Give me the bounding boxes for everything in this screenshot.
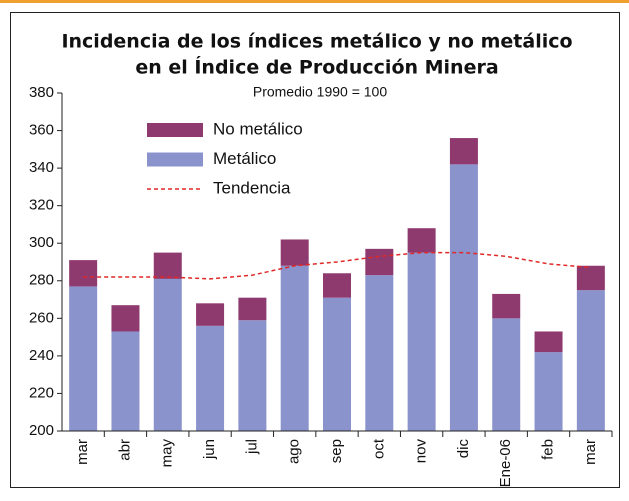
y-tick-label: 380 [29,84,54,101]
chart-subtitle: Promedio 1990 = 100 [253,84,387,100]
x-tick-label: jul [243,439,260,455]
x-tick-label: oct [370,438,387,459]
bar [196,325,225,431]
y-tick-label: 360 [29,122,54,139]
bar [69,260,98,287]
y-tick-label: 340 [29,159,54,176]
bar [407,252,436,431]
y-tick-label: 280 [29,272,54,289]
bar [280,265,309,431]
bar [238,297,267,321]
legend-label: No metálico [213,119,303,138]
bar [492,293,521,319]
bar [69,286,98,431]
x-tick-label: feb [540,439,557,460]
legend-swatch [147,152,203,167]
bar [280,239,309,266]
chart-title: en el Índice de Producción Minera [135,56,498,79]
bar [196,303,225,326]
bar [153,252,182,279]
bar [365,275,394,431]
bar [323,273,351,298]
bar [534,331,563,353]
bar [492,318,521,431]
x-tick-label: abr [116,439,133,461]
x-tick-label: dic [455,439,472,459]
y-tick-label: 240 [29,347,54,364]
bar [576,265,605,291]
y-tick-label: 320 [29,197,54,214]
top-stripe [0,0,629,3]
chart-title: Incidencia de los índices metálico y no … [61,31,572,53]
x-tick-label: may [159,439,176,468]
bar [449,138,478,165]
x-tick-label: mar [582,439,599,465]
x-tick-label: mar [74,439,91,465]
x-tick-label: ago [286,439,303,464]
bar [153,278,182,431]
bar [576,290,605,431]
bar [323,297,351,431]
bar [238,320,267,431]
bar [534,352,563,431]
y-tick-label: 220 [29,384,54,401]
bar [111,331,140,431]
x-tick-label: nov [413,439,430,464]
x-tick-label: sep [328,439,345,463]
legend-swatch [147,123,203,137]
y-tick-label: 200 [29,422,54,439]
bar [111,305,140,332]
x-tick-label: Ene-06 [497,439,514,487]
legend-label: Metálico [213,149,276,168]
legend-label: Tendencia [213,178,291,197]
bar [365,248,394,276]
bar [449,164,478,431]
y-tick-label: 300 [29,234,54,251]
x-tick-label: jun [201,439,218,460]
bar [407,228,436,253]
trend-line [83,251,591,280]
y-tick-label: 260 [29,309,54,326]
